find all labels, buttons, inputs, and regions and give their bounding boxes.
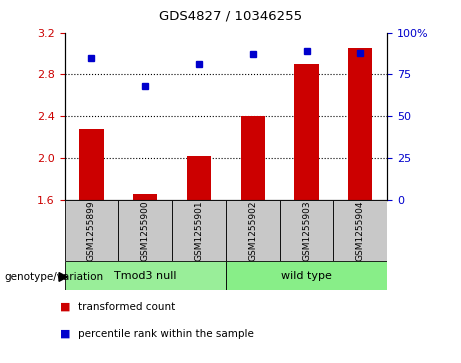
Bar bbox=[280, 200, 333, 261]
Bar bbox=[187, 156, 211, 200]
Bar bbox=[295, 64, 319, 200]
Bar bbox=[65, 200, 118, 261]
Text: GSM1255899: GSM1255899 bbox=[87, 200, 96, 261]
Bar bbox=[133, 195, 157, 200]
Polygon shape bbox=[59, 273, 67, 281]
Text: ■: ■ bbox=[60, 302, 71, 312]
Text: GSM1255901: GSM1255901 bbox=[195, 200, 203, 261]
Bar bbox=[172, 200, 226, 261]
Bar bbox=[241, 116, 265, 200]
Bar bbox=[79, 129, 104, 200]
Bar bbox=[226, 200, 280, 261]
Text: wild type: wild type bbox=[281, 271, 332, 281]
Text: Tmod3 null: Tmod3 null bbox=[114, 271, 177, 281]
Bar bbox=[333, 200, 387, 261]
Bar bbox=[65, 261, 226, 290]
Text: ■: ■ bbox=[60, 329, 71, 339]
Bar bbox=[226, 261, 387, 290]
Bar bbox=[348, 48, 372, 200]
Text: GSM1255903: GSM1255903 bbox=[302, 200, 311, 261]
Text: GDS4827 / 10346255: GDS4827 / 10346255 bbox=[159, 9, 302, 22]
Text: percentile rank within the sample: percentile rank within the sample bbox=[78, 329, 254, 339]
Bar bbox=[118, 200, 172, 261]
Text: GSM1255900: GSM1255900 bbox=[141, 200, 150, 261]
Text: GSM1255902: GSM1255902 bbox=[248, 200, 257, 261]
Text: transformed count: transformed count bbox=[78, 302, 176, 312]
Text: GSM1255904: GSM1255904 bbox=[356, 200, 365, 261]
Text: genotype/variation: genotype/variation bbox=[5, 272, 104, 282]
